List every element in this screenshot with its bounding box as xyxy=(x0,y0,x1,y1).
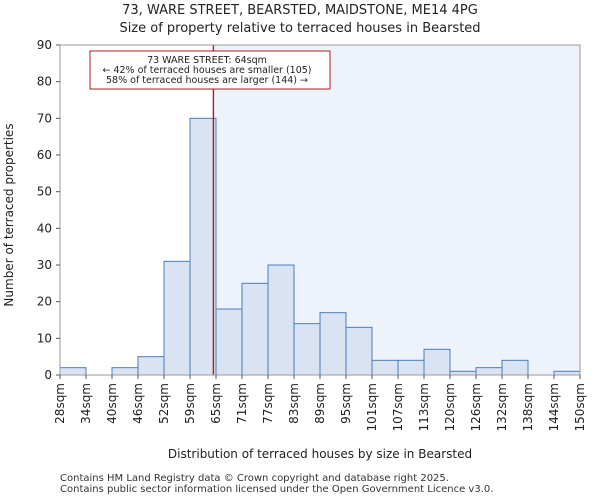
annotation-box: 73 WARE STREET: 64sqm ← 42% of terraced … xyxy=(89,50,331,90)
x-tick-label-83sqm: 83sqm xyxy=(287,383,301,424)
x-tick-label-71sqm: 71sqm xyxy=(235,383,249,424)
bar-71sqm xyxy=(241,282,269,376)
bar-83sqm xyxy=(293,323,321,376)
x-tick-label-120sqm: 120sqm xyxy=(443,383,457,431)
bar-40sqm xyxy=(111,367,139,376)
x-tick-label-89sqm: 89sqm xyxy=(313,383,327,424)
bar-101sqm xyxy=(371,359,399,376)
bar-113sqm xyxy=(423,348,451,376)
x-tick-label-59sqm: 59sqm xyxy=(183,383,197,424)
bar-46sqm xyxy=(137,356,165,376)
bar-series xyxy=(59,117,581,376)
y-tick-label-40: 40 xyxy=(37,221,52,235)
y-tick-label-90: 90 xyxy=(37,38,52,52)
x-axis-label: Distribution of terraced houses by size … xyxy=(168,447,472,461)
x-tick-label-107sqm: 107sqm xyxy=(391,383,405,431)
chart-title-line1: 73, WARE STREET, BEARSTED, MAIDSTONE, ME… xyxy=(122,3,478,18)
y-tick-label-70: 70 xyxy=(37,111,52,125)
annotation-frame xyxy=(89,50,331,90)
x-tick-label-34sqm: 34sqm xyxy=(79,383,93,424)
x-tick-label-132sqm: 132sqm xyxy=(495,383,509,431)
x-tick-label-77sqm: 77sqm xyxy=(261,383,275,424)
bar-59sqm xyxy=(189,117,217,376)
bar-132sqm xyxy=(501,359,529,376)
x-tick-label-144sqm: 144sqm xyxy=(547,383,561,431)
y-tick-label-50: 50 xyxy=(37,185,52,199)
footer-line1: Contains HM Land Registry data © Crown c… xyxy=(60,473,449,484)
y-axis: 0 10 20 30 40 50 60 70 80 90 xyxy=(37,38,60,382)
x-tick-label-52sqm: 52sqm xyxy=(157,383,171,424)
x-tick-label-150sqm: 150sqm xyxy=(573,383,587,431)
x-tick-label-113sqm: 113sqm xyxy=(417,383,431,431)
y-tick-label-60: 60 xyxy=(37,148,52,162)
annotation-line2: ← 42% of terraced houses are smaller (10… xyxy=(102,65,311,76)
bar-144sqm xyxy=(553,370,581,376)
y-tick-label-20: 20 xyxy=(37,295,52,309)
y-tick-label-30: 30 xyxy=(37,258,52,272)
y-tick-label-0: 0 xyxy=(44,368,52,382)
y-tick-label-10: 10 xyxy=(37,331,52,345)
x-tick-label-65sqm: 65sqm xyxy=(209,383,223,424)
bar-65sqm xyxy=(215,308,243,376)
x-axis: 28sqm 34sqm 40sqm 46sqm 52sqm 59sqm 65sqm 71sqm… xyxy=(53,375,587,431)
bar-120sqm xyxy=(449,370,477,376)
bar-95sqm xyxy=(345,326,373,376)
x-tick-label-40sqm: 40sqm xyxy=(105,383,119,424)
x-tick-label-138sqm: 138sqm xyxy=(521,383,535,431)
bar-52sqm xyxy=(163,260,191,376)
footer-line2: Contains public sector information licen… xyxy=(60,484,494,495)
bar-28sqm xyxy=(59,367,87,376)
x-tick-label-101sqm: 101sqm xyxy=(365,383,379,431)
bar-89sqm xyxy=(319,312,347,376)
x-tick-label-95sqm: 95sqm xyxy=(339,383,353,424)
bar-107sqm xyxy=(397,359,425,376)
annotation-line1: 73 WARE STREET: 64sqm xyxy=(147,55,267,66)
x-tick-label-126sqm: 126sqm xyxy=(469,383,483,431)
annotation-line3: 58% of terraced houses are larger (144) … xyxy=(106,75,308,86)
chart-title-line2: Size of property relative to terraced ho… xyxy=(119,21,480,36)
bar-126sqm xyxy=(475,367,503,376)
x-tick-label-46sqm: 46sqm xyxy=(131,383,145,424)
bar-77sqm xyxy=(267,264,295,376)
y-axis-label: Number of terraced properties xyxy=(2,123,16,306)
x-tick-label-28sqm: 28sqm xyxy=(53,383,67,424)
y-tick-label-80: 80 xyxy=(37,75,52,89)
